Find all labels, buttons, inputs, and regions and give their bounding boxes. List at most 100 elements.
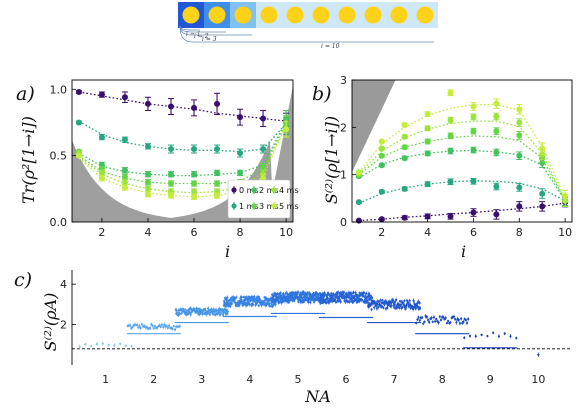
data-point <box>539 190 546 197</box>
data-point <box>405 304 408 307</box>
data-point <box>173 328 177 331</box>
data-point <box>128 324 132 327</box>
data-point <box>84 343 87 346</box>
subsystem-arc <box>179 25 434 43</box>
data-point <box>230 301 233 305</box>
site-atom <box>234 6 252 24</box>
data-point <box>291 293 294 296</box>
fit-curve <box>358 202 566 222</box>
data-point <box>201 313 204 316</box>
data-point <box>422 322 425 325</box>
data-point <box>403 299 406 302</box>
data-point <box>153 325 157 328</box>
data-point <box>424 138 431 145</box>
x-tick-label: 6 <box>191 226 198 239</box>
data-point <box>218 313 222 316</box>
data-point <box>378 138 385 145</box>
data-point <box>462 320 465 324</box>
site-atom <box>260 6 278 24</box>
data-point <box>404 307 407 310</box>
legend-marker <box>271 187 277 193</box>
x-tick-label: 2 <box>378 226 385 239</box>
data-point <box>355 169 362 176</box>
legend-label: 2 ms <box>259 186 279 195</box>
data-point <box>98 134 105 141</box>
data-point <box>405 299 409 302</box>
site-atom <box>338 6 356 24</box>
data-point <box>333 294 336 297</box>
data-point <box>370 303 373 306</box>
data-point <box>492 331 495 334</box>
data-point <box>279 291 282 294</box>
data-point <box>260 164 267 171</box>
data-point <box>503 332 506 335</box>
data-point <box>178 325 181 328</box>
panel-a-ylabel: Tr(ρ²[1→i]) <box>19 116 38 204</box>
data-point <box>493 128 500 135</box>
data-point <box>370 308 373 311</box>
data-point <box>283 126 290 133</box>
data-point <box>445 321 449 325</box>
data-point <box>515 336 518 340</box>
data-point <box>452 315 456 318</box>
fit-curve <box>78 124 287 198</box>
data-point <box>167 171 174 178</box>
data-point <box>398 306 401 310</box>
data-point <box>226 296 229 299</box>
data-point <box>516 152 523 159</box>
data-point <box>301 298 304 301</box>
data-point <box>208 313 211 316</box>
data-point <box>144 171 151 178</box>
data-point <box>362 291 366 295</box>
data-point <box>539 145 546 152</box>
data-point <box>257 304 260 307</box>
data-point <box>493 113 500 120</box>
fit-curve <box>78 120 287 153</box>
x-tick-label: 6 <box>470 226 477 239</box>
data-point <box>260 146 267 153</box>
data-point <box>166 326 170 329</box>
data-point <box>297 291 300 294</box>
data-point <box>214 192 221 199</box>
data-point <box>271 305 274 308</box>
data-point <box>407 301 410 305</box>
data-point <box>214 146 221 153</box>
data-point <box>419 307 422 310</box>
data-point <box>167 146 174 153</box>
data-point <box>293 299 296 303</box>
data-point <box>75 152 82 159</box>
data-point <box>401 133 408 140</box>
data-point <box>321 295 324 298</box>
data-point <box>98 169 105 176</box>
data-point <box>449 321 452 324</box>
subsystem-label: i = 10 <box>321 43 340 50</box>
panel-b-ylabel: S⁽²⁾(ρ[1→i]) <box>322 116 341 204</box>
data-point <box>121 136 128 143</box>
data-point <box>226 312 229 315</box>
data-point <box>144 143 151 150</box>
data-point <box>391 298 395 302</box>
chain-schematic: i = 1i = 2i = 3 i = 10 <box>178 2 438 50</box>
data-point <box>337 291 340 294</box>
data-point <box>355 199 362 206</box>
data-point <box>190 307 193 311</box>
data-point <box>220 311 223 315</box>
data-point <box>224 308 227 311</box>
data-point <box>447 89 454 96</box>
data-point <box>165 324 168 327</box>
data-point <box>416 318 419 321</box>
panel-c-ylabel: S⁽²⁾(ρA) <box>41 293 60 352</box>
data-point <box>425 315 428 319</box>
x-tick-label: 10 <box>558 226 572 239</box>
data-point <box>467 317 470 321</box>
data-point <box>447 148 454 154</box>
data-point <box>150 323 153 326</box>
data-point <box>470 147 477 154</box>
data-point <box>167 192 174 199</box>
data-point <box>214 180 221 187</box>
data-point <box>140 323 144 326</box>
x-tick-label: 9 <box>487 373 494 386</box>
data-point <box>191 171 198 178</box>
data-point <box>424 150 431 157</box>
